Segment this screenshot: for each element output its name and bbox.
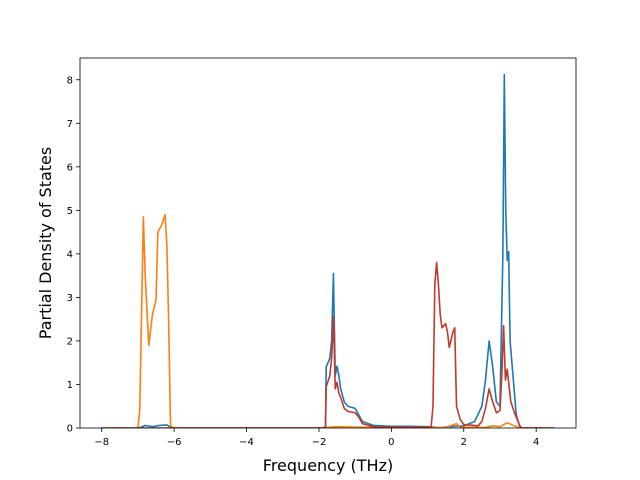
y-tick-label: 7 — [67, 119, 73, 130]
y-tick-label: 6 — [67, 162, 73, 173]
y-axis-label: Partial Density of States — [36, 147, 55, 339]
y-tick-label: 4 — [67, 249, 73, 260]
y-tick-label: 5 — [67, 206, 73, 217]
series-line-3 — [101, 261, 555, 428]
x-tick-label: 2 — [461, 437, 467, 448]
x-tick-label: 4 — [533, 437, 539, 448]
series-line-2 — [101, 213, 555, 428]
x-axis: −8 −6 −4 −2 0 2 4 — [94, 428, 539, 448]
y-tick-label: 1 — [67, 380, 73, 391]
x-tick-label: 0 — [388, 437, 394, 448]
series-lines — [101, 73, 555, 428]
x-axis-label: Frequency (THz) — [263, 456, 393, 475]
series-line-1 — [101, 73, 555, 428]
x-tick-label: −4 — [239, 437, 254, 448]
y-tick-label: 0 — [67, 424, 73, 435]
y-tick-label: 8 — [67, 75, 73, 86]
x-tick-label: −6 — [167, 437, 182, 448]
plot-frame — [79, 57, 577, 429]
y-tick-label: 2 — [67, 336, 73, 347]
y-axis: 0 1 2 3 4 5 6 7 8 — [67, 75, 80, 435]
x-tick-label: −8 — [94, 437, 109, 448]
x-tick-label: −2 — [312, 437, 327, 448]
y-tick-label: 3 — [67, 293, 73, 304]
